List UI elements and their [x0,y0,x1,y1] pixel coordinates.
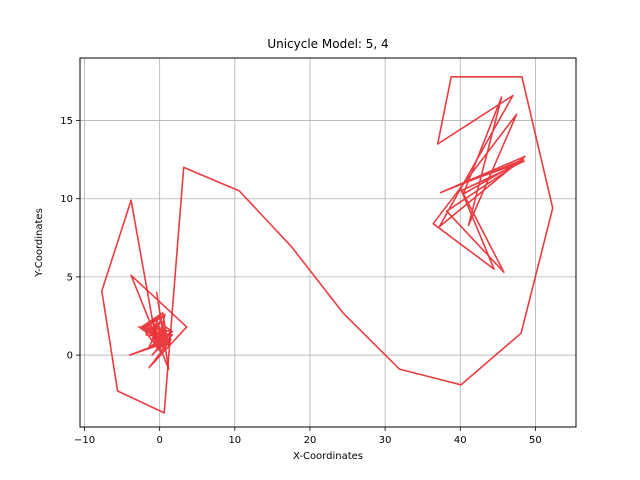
x-ticks: −10 0 10 20 30 40 50 [74,427,542,446]
y-tick-label: 10 [60,194,73,205]
y-tick-label: 0 [67,351,73,362]
x-tick-label: 20 [304,435,317,446]
x-tick-label: −10 [74,435,95,446]
x-tick-label: 50 [529,435,542,446]
plot-lines [101,76,554,414]
y-tick-label: 5 [67,272,73,283]
plot-frame [79,57,577,428]
chart-title: Unicycle Model: 5, 4 [267,37,388,51]
y-axis-label: Y-Coordinates [34,208,45,278]
x-tick-label: 40 [454,435,467,446]
x-tick-label: 10 [228,435,241,446]
x-tick-label: 30 [379,435,392,446]
y-tick-label: 15 [60,116,73,127]
y-ticks: 0 5 10 15 [60,116,80,362]
series-line-2 [101,76,554,414]
x-tick-label: 0 [156,435,162,446]
x-axis-label: X-Coordinates [293,451,363,462]
